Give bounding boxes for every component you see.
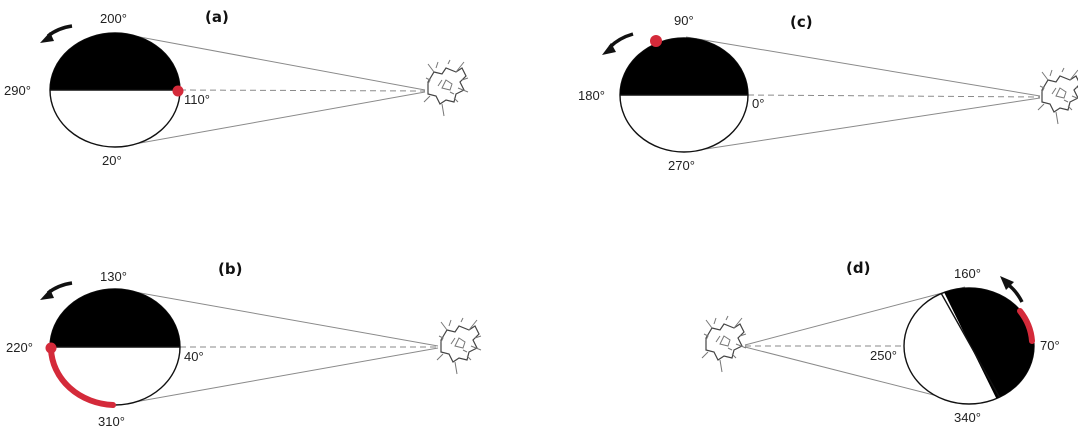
ray-top — [117, 288, 439, 347]
angle-right: 40° — [184, 349, 204, 364]
spacecraft-icon — [1037, 67, 1078, 125]
panel-d: (d) 160° 340° 250° 70° — [701, 259, 1060, 425]
ray-center — [179, 89, 426, 92]
night-half — [620, 38, 748, 95]
position-marker — [650, 35, 662, 47]
trajectory-arc — [48, 346, 116, 408]
spacecraft-icon — [701, 315, 747, 373]
angle-bottom: 20° — [102, 153, 122, 168]
trajectory-arc — [1017, 308, 1035, 344]
angle-top: 130° — [100, 269, 127, 284]
angle-bottom: 270° — [668, 158, 695, 173]
ray-top — [685, 36, 1041, 97]
spacecraft-icon — [436, 317, 482, 375]
night-half — [50, 33, 180, 90]
night-half — [941, 288, 1034, 404]
ray-bottom — [117, 347, 439, 406]
position-marker — [45, 342, 57, 354]
position-marker — [172, 85, 184, 97]
panel-c: (c) 90° 270° 180° 0° — [578, 13, 1078, 173]
angle-top: 200° — [100, 11, 127, 26]
panel-label: (b) — [218, 260, 242, 278]
spacecraft-icon — [423, 59, 469, 117]
angle-bottom: 310° — [98, 414, 125, 429]
angle-top: 90° — [674, 13, 694, 28]
panel-b: (b) 130° 310° 220° 40° — [6, 260, 482, 429]
panel-a: (a) 200° 20° 290° 110° — [4, 8, 469, 168]
angle-bottom: 340° — [954, 410, 981, 425]
panel-label: (d) — [846, 259, 870, 277]
angle-right: 70° — [1040, 338, 1060, 353]
ray-center — [747, 94, 1041, 98]
rotation-arrow-icon — [40, 281, 73, 300]
angle-left: 290° — [4, 83, 31, 98]
ray-bottom — [117, 91, 426, 148]
angle-left: 220° — [6, 340, 33, 355]
angle-right: 110° — [184, 92, 210, 107]
ray-top — [117, 32, 426, 91]
ray-top — [744, 286, 966, 346]
rotation-arrow-icon — [1000, 276, 1024, 303]
rotation-arrow-icon — [40, 24, 73, 43]
ray-bottom — [685, 97, 1041, 153]
panel-label: (c) — [790, 13, 813, 31]
angle-top: 160° — [954, 266, 981, 281]
ray-bottom — [744, 346, 966, 404]
panel-label: (a) — [205, 8, 229, 26]
rotation-arrow-icon — [602, 32, 634, 55]
angle-right: 0° — [752, 96, 764, 111]
angle-left: 250° — [870, 348, 897, 363]
angle-left: 180° — [578, 88, 605, 103]
night-half — [50, 289, 180, 347]
